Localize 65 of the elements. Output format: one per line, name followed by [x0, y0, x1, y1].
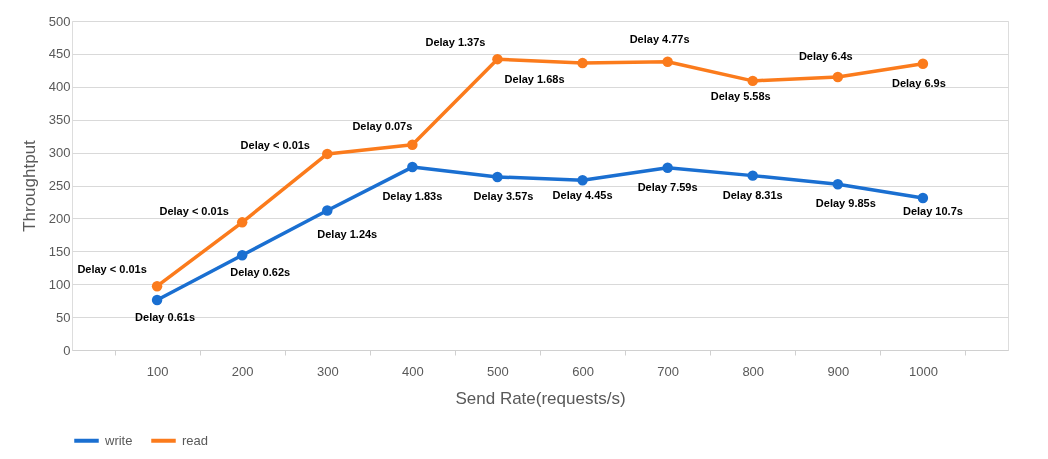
annotation: Delay 8.31s [722, 188, 783, 201]
y-tick-label: 200 [48, 210, 71, 226]
annotation: Delay < 0.01s [159, 205, 229, 218]
x-tick-label: 400 [402, 363, 424, 379]
annotation: Delay 1.24s [317, 227, 378, 240]
y-tick-label: 500 [48, 13, 71, 29]
y-tick-label: 150 [48, 243, 71, 259]
legend-label: read [182, 432, 209, 448]
point [492, 53, 503, 65]
point [662, 162, 673, 173]
point [151, 280, 163, 292]
annotation: Delay 0.61s [135, 310, 196, 323]
y-tick-label: 400 [48, 79, 71, 95]
point [236, 250, 248, 261]
x-tick-label: 700 [657, 363, 679, 379]
y-tick-label: 250 [48, 178, 71, 193]
annotation: Delay 7.59s [637, 180, 698, 193]
x-axis-title: Send Rate(requests/s) [455, 388, 626, 408]
point [832, 178, 844, 190]
x-tick-label: 600 [572, 363, 594, 379]
annotation: Delay 1.37s [425, 36, 486, 49]
point [407, 139, 418, 150]
point [492, 171, 503, 183]
y-tick-label: 300 [48, 145, 71, 161]
annotation: Delay 6.9s [892, 76, 946, 89]
x-tick-label: 200 [231, 363, 254, 379]
x-tick-label: 900 [827, 363, 850, 379]
annotation: Delay 3.57s [473, 189, 534, 202]
x-tick-label: 300 [316, 363, 339, 379]
x-tick-label: 800 [742, 363, 765, 379]
annotation: Delay 4.77s [629, 32, 690, 45]
point [832, 71, 844, 83]
x-tick-label: 500 [487, 363, 509, 379]
annotation: Delay < 0.01s [240, 138, 310, 151]
point [747, 170, 758, 181]
annotation: Delay 6.4s [798, 49, 853, 62]
point [151, 294, 163, 306]
annotation: Delay 1.83s [382, 190, 443, 203]
annotation: Delay 9.85s [815, 197, 876, 210]
y-tick-label: 0 [63, 342, 71, 358]
point [747, 75, 758, 87]
y-axis-title: Throughtput [19, 139, 39, 232]
annotation: Delay 5.58s [710, 89, 771, 102]
annotation: Delay 4.45s [552, 189, 613, 202]
y-tick-label: 350 [48, 112, 71, 128]
point [662, 56, 673, 68]
point [577, 175, 588, 186]
point [577, 57, 588, 69]
point [917, 192, 929, 204]
x-tick-label: 1000 [908, 363, 938, 379]
annotation: Delay 0.62s [230, 266, 291, 279]
point [322, 205, 333, 216]
point [322, 148, 333, 160]
annotation: Delay 1.68s [504, 73, 565, 86]
y-tick-label: 50 [56, 309, 71, 325]
annotation: Delay < 0.01s [77, 263, 147, 276]
legend-label: write [104, 432, 133, 448]
y-tick-label: 100 [48, 276, 71, 292]
y-tick-label: 450 [48, 46, 71, 62]
point [236, 217, 248, 228]
annotation: Delay 10.7s [902, 205, 963, 217]
point [407, 161, 418, 173]
annotation: Delay 0.07s [352, 119, 413, 132]
point [917, 58, 929, 69]
x-tick-label: 100 [146, 363, 169, 379]
